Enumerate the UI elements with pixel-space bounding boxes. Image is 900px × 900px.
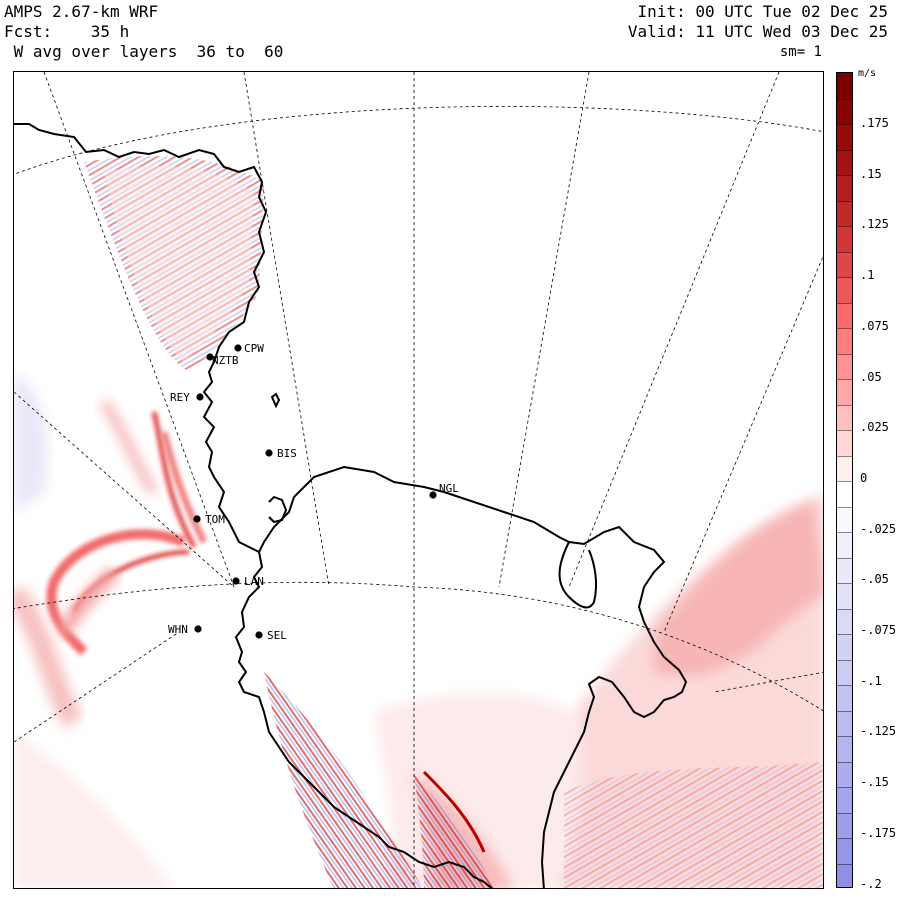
colorbar-tick-label: -.2: [860, 876, 882, 891]
smoothing-label: sm= 1: [779, 44, 822, 60]
colorbar-swatch: [837, 277, 852, 304]
colorbar-tick-label: 0: [860, 470, 868, 485]
init-time: Init: 00 UTC Tue 02 Dec 25: [637, 2, 888, 21]
station-marker-nztb: [206, 353, 214, 361]
header-left: AMPS 2.67-km WRF Fcst: 35 h W avg over la…: [4, 2, 283, 62]
station-label-cpw: CPW: [244, 342, 264, 355]
station-marker-rey: [196, 393, 204, 401]
colorbar-tick-label: -.175: [860, 825, 897, 840]
colorbar-tick-label: .1: [860, 268, 875, 283]
station-label-whn: WHN: [168, 623, 188, 636]
coastline: [14, 123, 688, 888]
colorbar-swatch: [837, 302, 852, 330]
colorbar-swatch: [837, 812, 852, 840]
colorbar-swatch: [837, 634, 852, 661]
colorbar-swatch: [837, 481, 852, 508]
colorbar-swatch: [837, 863, 852, 887]
colorbar-swatch: [837, 608, 852, 636]
colorbar-tick-label: .175: [860, 116, 889, 130]
station-label-tom: TOM: [205, 513, 225, 526]
colorbar-swatch: [837, 379, 852, 406]
colorbar-tick-label: -.025: [860, 521, 897, 536]
colorbar-swatch: [837, 73, 852, 99]
colorbar-tick-label: -.05: [860, 572, 889, 587]
colorbar-swatch: [837, 404, 852, 432]
station-label-bis: BIS: [277, 447, 297, 460]
colorbar-swatch: [837, 659, 852, 687]
colorbar-tick-label: .075: [860, 318, 889, 333]
colorbar-swatch: [837, 506, 852, 534]
station-marker-cpw: [234, 344, 242, 352]
colorbar-tick-label: .15: [860, 166, 882, 181]
stations-layer: CPW NZTB REY BIS NGL TOM LAN WHN SEL: [168, 342, 459, 642]
colorbar-swatch: [837, 226, 852, 253]
colorbar-tick-label: .05: [860, 369, 882, 384]
station-marker-ngl: [429, 491, 437, 499]
colorbar: [836, 72, 853, 888]
colorbar-tick-label: -.1: [860, 673, 882, 688]
colorbar-swatch: [837, 787, 852, 814]
map-panel: CPW NZTB REY BIS NGL TOM LAN WHN SEL: [13, 71, 824, 889]
colorbar-tick-label: -.075: [860, 623, 897, 637]
colorbar-swatch: [837, 175, 852, 202]
map-canvas: CPW NZTB REY BIS NGL TOM LAN WHN SEL: [14, 72, 823, 888]
field-description: W avg over layers 36 to 60: [4, 42, 284, 61]
station-marker-whn: [194, 625, 202, 633]
colorbar-swatch: [837, 430, 852, 457]
colorbar-unit: m/s: [858, 68, 877, 79]
colorbar-swatch: [837, 353, 852, 381]
colorbar-swatch: [837, 710, 852, 738]
colorbar-swatch: [837, 328, 852, 355]
colorbar-swatch: [837, 251, 852, 279]
colorbar-swatch: [837, 200, 852, 228]
station-marker-sel: [255, 631, 263, 639]
colorbar-swatch: [837, 557, 852, 585]
station-label-ngl: NGL: [439, 482, 459, 495]
header-right: Init: 00 UTC Tue 02 Dec 25 Valid: 11 UTC …: [628, 2, 888, 42]
colorbar-tick-label: -.125: [860, 724, 897, 739]
colorbar-swatch: [837, 761, 852, 789]
valid-time: Valid: 11 UTC Wed 03 Dec 25: [627, 22, 888, 41]
colorbar-swatch: [837, 583, 852, 610]
station-label-nztb: NZTB: [212, 354, 239, 367]
colorbar-swatch: [837, 532, 852, 559]
model-title: AMPS 2.67-km WRF: [4, 2, 159, 21]
colorbar-swatch: [837, 98, 852, 126]
colorbar-swatch: [837, 685, 852, 712]
station-marker-tom: [193, 515, 201, 523]
colorbar-swatch: [837, 838, 852, 865]
graticule: [14, 72, 823, 888]
colorbar-swatch: [837, 736, 852, 763]
forecast-hour: Fcst: 35 h: [4, 22, 130, 41]
colorbar-tick-label: .125: [860, 217, 889, 232]
w-field-shading: [14, 156, 823, 888]
station-marker-lan: [232, 577, 240, 585]
colorbar-swatch: [837, 149, 852, 177]
colorbar-swatch: [837, 124, 852, 151]
colorbar-tick-label: .025: [860, 420, 889, 435]
station-label-sel: SEL: [267, 629, 287, 642]
station-marker-bis: [265, 449, 273, 457]
colorbar-swatch: [837, 455, 852, 483]
colorbar-tick-label: -.15: [860, 775, 889, 790]
station-label-lan: LAN: [244, 575, 264, 588]
station-label-rey: REY: [170, 391, 190, 404]
